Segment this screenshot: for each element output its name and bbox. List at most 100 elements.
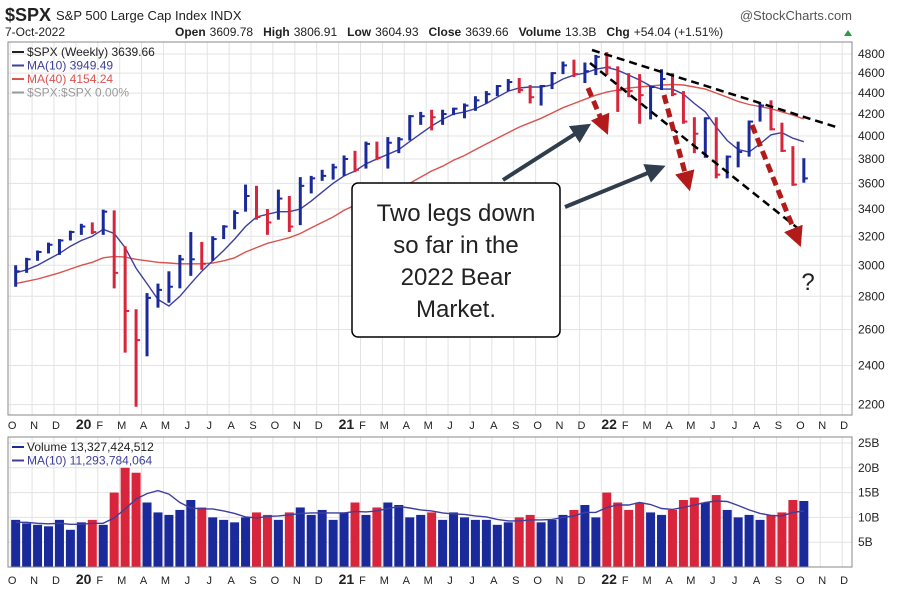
volume-bar (744, 514, 754, 567)
volume-bar (700, 502, 710, 567)
legend-label: MA(10) 11,293,784,064 (27, 454, 153, 468)
volume-bar (427, 512, 437, 567)
stat-value: 3604.93 (375, 25, 419, 39)
stat-value: 3806.91 (294, 25, 338, 39)
volume-bar (591, 517, 601, 567)
y-tick-label: 3200 (858, 229, 885, 243)
x-tick-label: S (249, 420, 256, 432)
volume-bar (262, 514, 272, 567)
stat-label: Open (175, 25, 206, 39)
volume-bar (120, 467, 130, 567)
x-tick-label: A (665, 420, 673, 432)
moving-average (15, 489, 804, 525)
y-tick-label: 5B (858, 535, 873, 549)
x-tick-label: 20 (76, 571, 92, 587)
x-tick-label: 22 (601, 416, 617, 432)
volume-bar (306, 514, 316, 567)
x-tick-label: J (710, 575, 716, 587)
volume-bar (492, 524, 502, 567)
annotation-question: ? (801, 269, 814, 296)
x-tick-label: F (359, 420, 366, 432)
volume-bar (536, 522, 546, 567)
volume-bar (153, 512, 163, 567)
x-tick-label: J (185, 575, 191, 587)
volume-bar (372, 507, 382, 567)
x-tick-label: N (293, 575, 301, 587)
volume-bar (142, 502, 152, 567)
volume-bar (799, 501, 809, 567)
volume-bar (230, 522, 240, 567)
volume-bar (175, 509, 185, 567)
y-tick-label: 3800 (858, 152, 885, 166)
x-tick-label: N (818, 575, 826, 587)
volume-bar (602, 492, 612, 567)
x-tick-label: J (185, 420, 191, 432)
x-tick-label: F (622, 420, 629, 432)
x-tick-label: A (403, 420, 411, 432)
volume-bar (33, 524, 43, 567)
volume-bar (766, 514, 776, 567)
y-tick-label: 3600 (858, 176, 885, 190)
x-tick-label: N (556, 575, 564, 587)
x-tick-label: N (30, 575, 38, 587)
volume-bar (470, 519, 480, 567)
volume-bar (295, 507, 305, 567)
x-tick-label: J (732, 575, 738, 587)
y-tick-label: 20B (858, 461, 879, 475)
x-tick-label: A (403, 575, 411, 587)
x-tick-label: D (52, 420, 60, 432)
volume-bar (164, 514, 174, 567)
x-tick-label: D (52, 575, 60, 587)
x-tick-label: N (556, 420, 564, 432)
x-tick-label: J (469, 575, 475, 587)
x-tick-label: O (271, 575, 280, 587)
volume-bar (197, 507, 207, 567)
volume-bar (689, 497, 699, 567)
red-arrow (661, 94, 695, 192)
volume-panel: O N D 20 F M A M J J A S O N D 21 F M A M J J A S O N D 22 F M A M J J A S O… (7, 436, 879, 587)
volume-bar (273, 519, 283, 567)
x-tick-label: A (490, 420, 498, 432)
x-tick-label: S (775, 575, 782, 587)
x-tick-label: O (533, 575, 542, 587)
stat-label: Chg (606, 25, 629, 39)
x-tick-label: A (753, 420, 761, 432)
x-tick-label: N (30, 420, 38, 432)
x-tick-label: J (206, 575, 212, 587)
stat-value: 3639.66 (465, 25, 509, 39)
x-tick-label: M (686, 420, 695, 432)
volume-bar (503, 522, 513, 567)
trend-line (591, 48, 837, 129)
x-tick-label: D (577, 575, 585, 587)
x-tick-label: A (665, 575, 673, 587)
volume-bar (777, 512, 787, 567)
volume-bar (65, 529, 75, 567)
stat-value: +54.04 (+1.51%) (634, 25, 723, 39)
volume-bar (558, 514, 568, 567)
volume-bar (646, 512, 656, 567)
x-tick-label: O (271, 420, 280, 432)
y-tick-label: 4000 (858, 129, 885, 143)
volume-bar (208, 517, 218, 567)
legend-label: MA(10) 3949.49 (27, 59, 113, 73)
annotation-layer: Two legs down so far in the 2022 Bear Marke… (351, 48, 837, 338)
volume-bar (547, 519, 557, 567)
x-tick-label: M (643, 420, 652, 432)
chart-title: $SPX (5, 5, 51, 25)
x-tick-label: D (840, 575, 848, 587)
volume-bar (722, 509, 732, 567)
x-tick-label: O (796, 420, 805, 432)
y-tick-label: 4600 (858, 66, 885, 80)
pointer-arrow (501, 123, 592, 182)
red-arrow (585, 87, 610, 135)
x-tick-label: A (140, 575, 148, 587)
x-tick-label: D (315, 575, 323, 587)
x-tick-label: M (424, 420, 433, 432)
y-tick-label: 10B (858, 510, 879, 524)
stat-value: 3609.78 (210, 25, 254, 39)
x-tick-label: F (96, 420, 103, 432)
volume-bar (219, 519, 229, 567)
x-tick-label: J (447, 575, 453, 587)
volume-bar (481, 519, 491, 567)
x-tick-label: A (753, 575, 761, 587)
